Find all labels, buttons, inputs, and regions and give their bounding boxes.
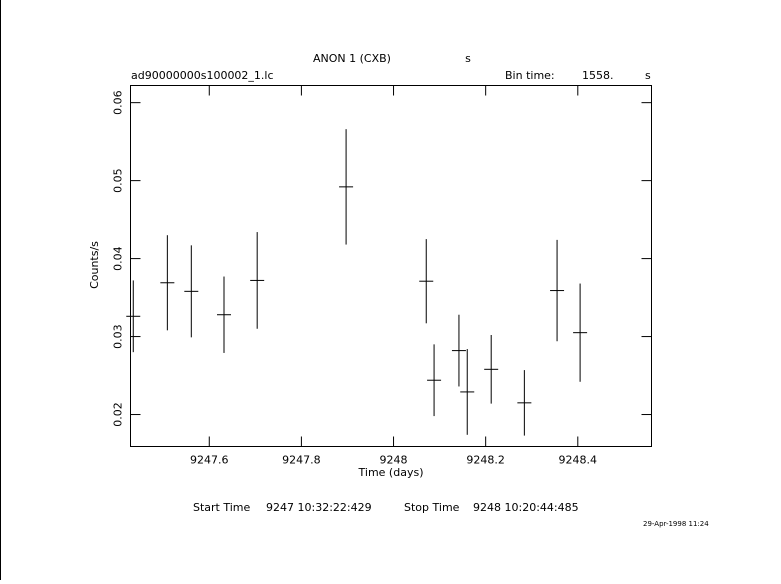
- x-tick-label: 9248.4: [559, 454, 598, 467]
- x-tick-label: 9247.6: [190, 454, 229, 467]
- bin-time-label: Bin time:: [505, 69, 555, 82]
- x-tick-label: 9248: [380, 454, 408, 467]
- date-stamp: 29-Apr-1998 11:24: [643, 520, 709, 528]
- start-time-label: Start Time: [193, 501, 251, 514]
- x-axis-label: Time (days): [358, 466, 424, 479]
- y-tick-label: 0.06: [112, 90, 125, 115]
- start-time: 9247 10:32:22:429: [266, 501, 372, 514]
- y-tick-label: 0.04: [112, 246, 125, 271]
- bin-time-unit: s: [645, 69, 651, 82]
- y-axis-label: Counts/s: [88, 241, 101, 289]
- y-tick-label: 0.05: [112, 168, 125, 193]
- bin-time: 1558.: [582, 69, 614, 82]
- x-tick-label: 9247.8: [282, 454, 321, 467]
- file-label: ad90000000s100002_1.lc: [131, 69, 274, 82]
- y-tick-label: 0.03: [112, 324, 125, 349]
- stop-time: 9248 10:20:44:485: [473, 501, 579, 514]
- y-tick-label: 0.02: [112, 402, 125, 427]
- x-tick-label: 9248.2: [466, 454, 505, 467]
- chart-title: ANON 1 (CXB): [313, 52, 391, 65]
- title-unit: s: [465, 52, 471, 65]
- plot-frame: [130, 85, 652, 447]
- stop-time-label: Stop Time: [404, 501, 460, 514]
